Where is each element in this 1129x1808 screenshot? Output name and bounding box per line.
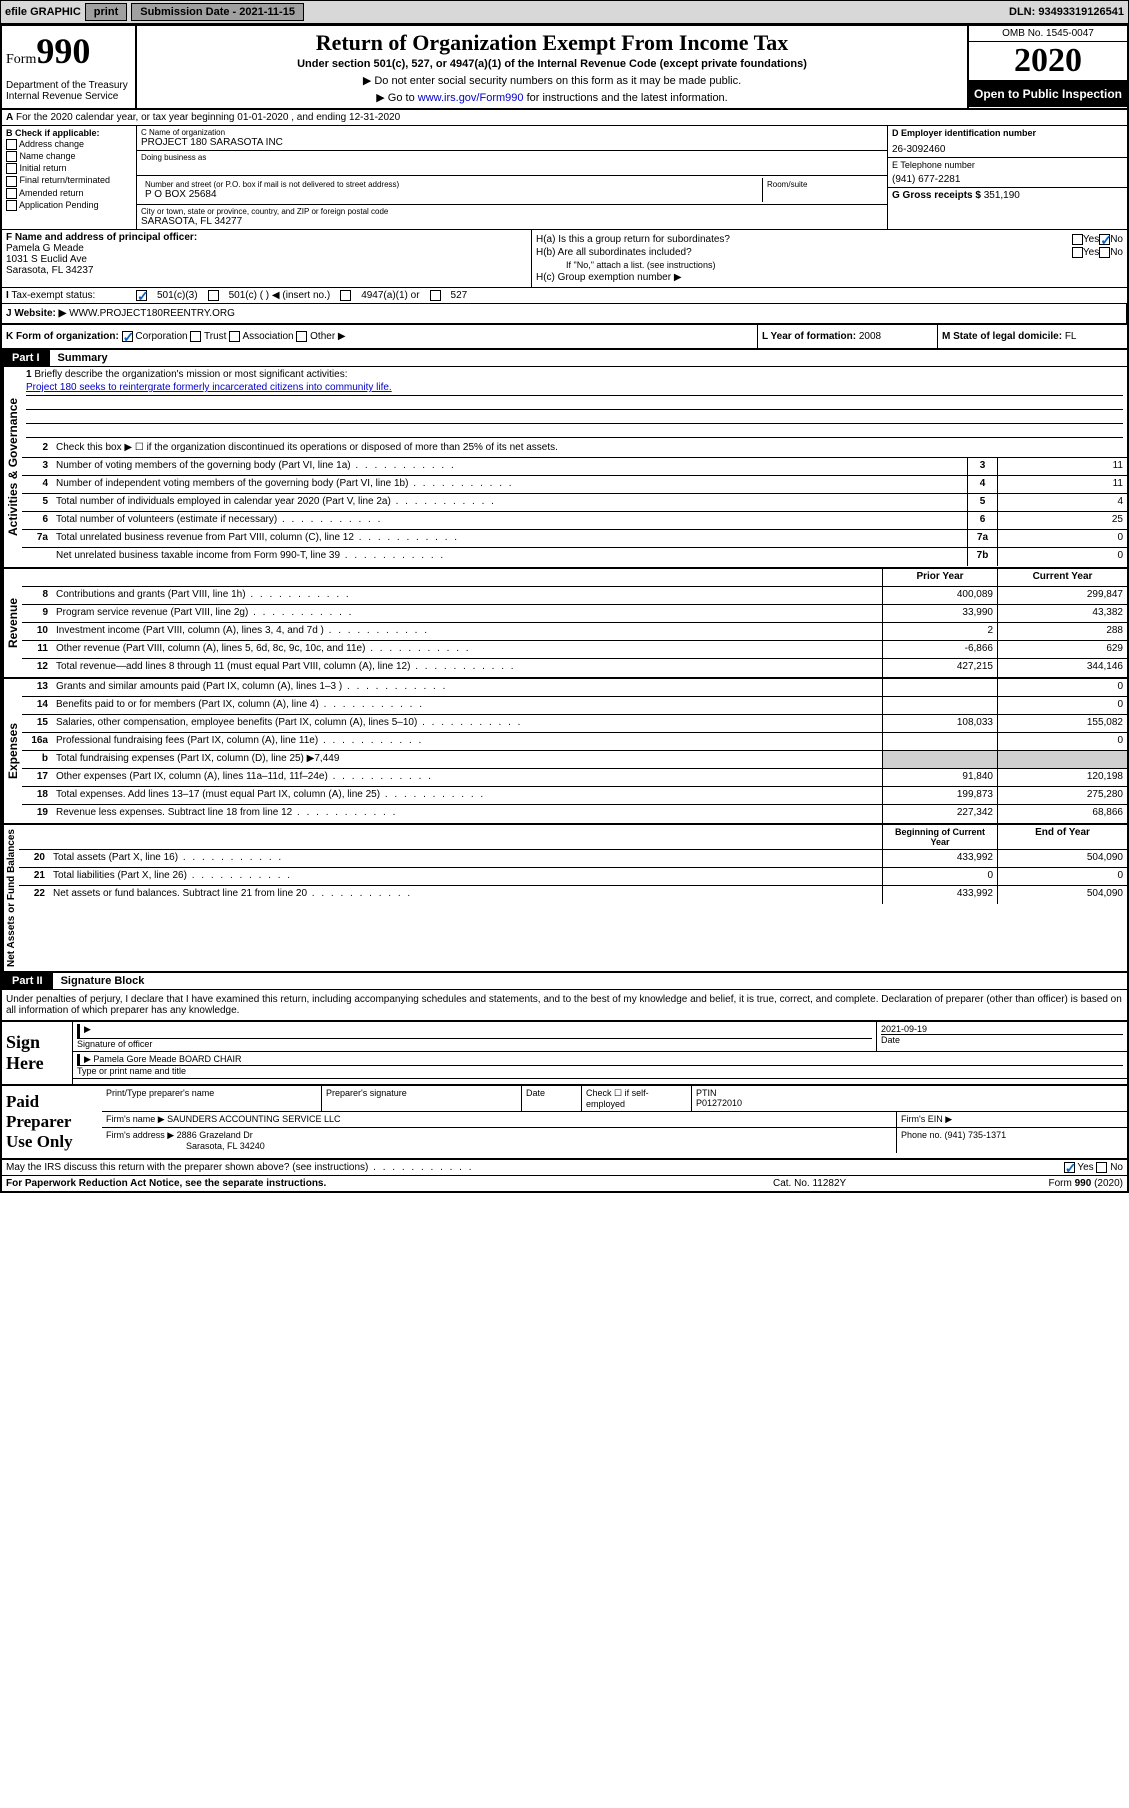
subtitle-2: ▶ Do not enter social security numbers o… [141, 74, 963, 87]
netasset-line: 22Net assets or fund balances. Subtract … [19, 886, 1127, 904]
year-box: OMB No. 1545-0047 2020 Open to Public In… [967, 26, 1127, 108]
check-assoc[interactable] [229, 331, 240, 342]
summary-line: 7a Total unrelated business revenue from… [22, 530, 1127, 548]
expense-line: 13Grants and similar amounts paid (Part … [22, 679, 1127, 697]
summary-line: 3 Number of voting members of the govern… [22, 458, 1127, 476]
website-url: WWW.PROJECT180REENTRY.ORG [69, 308, 235, 319]
check-trust[interactable] [190, 331, 201, 342]
expense-line: 17Other expenses (Part IX, column (A), l… [22, 769, 1127, 787]
irs-link[interactable]: www.irs.gov/Form990 [418, 92, 524, 104]
check-501c[interactable] [208, 290, 219, 301]
vlabel-governance: Activities & Governance [2, 367, 22, 567]
discuss-row: May the IRS discuss this return with the… [2, 1160, 1127, 1176]
omb-number: OMB No. 1545-0047 [969, 26, 1127, 42]
revenue-line: 11Other revenue (Part VIII, column (A), … [22, 641, 1127, 659]
col-h: H(a) Is this a group return for subordin… [532, 230, 1127, 287]
line-k: K Form of organization: Corporation Trus… [2, 325, 1127, 350]
summary-line: 6 Total number of volunteers (estimate i… [22, 512, 1127, 530]
expense-line: 16aProfessional fundraising fees (Part I… [22, 733, 1127, 751]
section-b: B Check if applicable: Address change Na… [2, 126, 1127, 230]
part2-header: Part II Signature Block [2, 973, 1127, 990]
expense-line: 18Total expenses. Add lines 13–17 (must … [22, 787, 1127, 805]
check-other[interactable] [296, 331, 307, 342]
print-button[interactable]: print [85, 3, 127, 21]
expense-line: 15Salaries, other compensation, employee… [22, 715, 1127, 733]
efile-label: efile GRAPHIC [5, 6, 81, 18]
part1-header: Part I Summary [2, 350, 1127, 367]
summary-line: 5 Total number of individuals employed i… [22, 494, 1127, 512]
website-row: J Website: ▶ WWW.PROJECT180REENTRY.ORG [2, 304, 1127, 325]
netassets-section: Net Assets or Fund Balances Beginning of… [2, 825, 1127, 973]
mission-text: Project 180 seeks to reintergrate former… [26, 380, 1123, 396]
sign-here: Sign Here ▶Signature of officer 2021-09-… [2, 1022, 1127, 1086]
check-final-return[interactable]: Final return/terminated [6, 175, 132, 186]
check-address-change[interactable]: Address change [6, 139, 132, 150]
paid-preparer: Paid Preparer Use Only Print/Type prepar… [2, 1086, 1127, 1160]
check-corp[interactable] [122, 331, 133, 342]
org-city: SARASOTA, FL 34277 [141, 216, 883, 227]
check-initial-return[interactable]: Initial return [6, 163, 132, 174]
col-d: D Employer identification number26-30924… [887, 126, 1127, 229]
col-c: C Name of organizationPROJECT 180 SARASO… [137, 126, 887, 229]
line-a: A For the 2020 calendar year, or tax yea… [2, 110, 1127, 126]
subtitle-1: Under section 501(c), 527, or 4947(a)(1)… [141, 58, 963, 70]
expense-line: bTotal fundraising expenses (Part IX, co… [22, 751, 1127, 769]
form-title: Return of Organization Exempt From Incom… [141, 30, 963, 56]
ha-yes[interactable] [1072, 234, 1083, 245]
summary-line: 4 Number of independent voting members o… [22, 476, 1127, 494]
ha-no[interactable] [1099, 234, 1110, 245]
dln: DLN: 93493319126541 [1009, 6, 1124, 18]
revenue-line: 12Total revenue—add lines 8 through 11 (… [22, 659, 1127, 677]
org-name: PROJECT 180 SARASOTA INC [141, 137, 883, 148]
check-amended[interactable]: Amended return [6, 188, 132, 199]
hb-yes[interactable] [1072, 247, 1083, 258]
form-container: Form990 Department of the Treasury Inter… [0, 24, 1129, 1193]
open-inspection: Open to Public Inspection [969, 81, 1127, 107]
gross-receipts: 351,190 [984, 190, 1020, 201]
check-501c3[interactable] [136, 290, 147, 301]
revenue-line: 9Program service revenue (Part VIII, lin… [22, 605, 1127, 623]
principal-officer: F Name and address of principal officer:… [2, 230, 532, 287]
signature-text: Under penalties of perjury, I declare th… [2, 990, 1127, 1022]
summary-line: Net unrelated business taxable income fr… [22, 548, 1127, 566]
expenses-section: Expenses 13Grants and similar amounts pa… [2, 679, 1127, 825]
activities-governance: Activities & Governance 1 Briefly descri… [2, 367, 1127, 569]
col-b-checkboxes: B Check if applicable: Address change Na… [2, 126, 137, 229]
expense-line: 14Benefits paid to or for members (Part … [22, 697, 1127, 715]
vlabel-netassets: Net Assets or Fund Balances [2, 825, 19, 971]
submission-date: Submission Date - 2021-11-15 [131, 3, 304, 21]
netasset-line: 21Total liabilities (Part X, line 26) 00 [19, 868, 1127, 886]
revenue-line: 8Contributions and grants (Part VIII, li… [22, 587, 1127, 605]
revenue-section: Revenue Prior YearCurrent Year 8Contribu… [2, 569, 1127, 679]
discuss-yes[interactable] [1064, 1162, 1075, 1173]
expense-line: 19Revenue less expenses. Subtract line 1… [22, 805, 1127, 823]
discuss-no[interactable] [1096, 1162, 1107, 1173]
revenue-line: 10Investment income (Part VIII, column (… [22, 623, 1127, 641]
subtitle-3: ▶ Go to www.irs.gov/Form990 for instruct… [141, 91, 963, 104]
form-number-box: Form990 Department of the Treasury Inter… [2, 26, 137, 108]
tax-year: 2020 [969, 42, 1127, 81]
hb-no[interactable] [1099, 247, 1110, 258]
footer: For Paperwork Reduction Act Notice, see … [2, 1176, 1127, 1191]
org-address: P O BOX 25684 [145, 189, 758, 200]
state-domicile: FL [1065, 331, 1077, 342]
ein: 26-3092460 [892, 144, 1123, 155]
section-f: F Name and address of principal officer:… [2, 230, 1127, 288]
vlabel-revenue: Revenue [2, 569, 22, 677]
check-527[interactable] [430, 290, 441, 301]
top-bar: efile GRAPHIC print Submission Date - 20… [0, 0, 1129, 24]
dept-label: Department of the Treasury Internal Reve… [6, 80, 131, 102]
netasset-line: 20Total assets (Part X, line 16) 433,992… [19, 850, 1127, 868]
form-header: Form990 Department of the Treasury Inter… [2, 26, 1127, 110]
vlabel-expenses: Expenses [2, 679, 22, 823]
telephone: (941) 677-2281 [892, 174, 1123, 185]
tax-status-row: I Tax-exempt status: 501(c)(3) 501(c) ( … [2, 288, 1127, 304]
check-4947[interactable] [340, 290, 351, 301]
year-formation: 2008 [859, 331, 881, 342]
check-name-change[interactable]: Name change [6, 151, 132, 162]
check-application[interactable]: Application Pending [6, 200, 132, 211]
title-box: Return of Organization Exempt From Incom… [137, 26, 967, 108]
